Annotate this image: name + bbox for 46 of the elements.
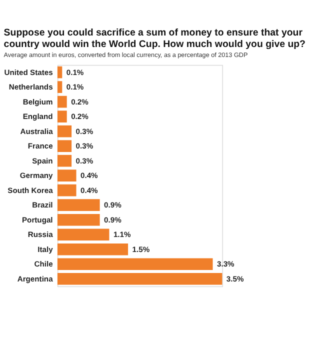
bar: [57, 125, 72, 138]
data-label: 0.9%: [104, 215, 122, 224]
bar: [57, 243, 128, 256]
data-label: 1.1%: [113, 230, 131, 240]
y-tick-label: Argentina: [17, 274, 54, 284]
y-tick-label: South Korea: [8, 186, 54, 195]
data-label: 0.2%: [71, 112, 89, 122]
bar: [57, 81, 62, 93]
data-label: 0.1%: [66, 68, 84, 77]
bar: [57, 140, 72, 152]
y-tick-label: Russia: [28, 230, 54, 240]
y-tick-label: Spain: [32, 156, 54, 166]
y-tick-label: Netherlands: [8, 82, 53, 92]
data-label: 0.3%: [76, 142, 94, 151]
data-label: 3.3%: [216, 260, 235, 269]
bar: [57, 272, 222, 285]
data-label: 0.3%: [76, 156, 94, 166]
data-label: 0.3%: [76, 126, 94, 136]
bar: [57, 66, 62, 78]
data-label: 1.5%: [132, 244, 150, 254]
data-label: 0.4%: [80, 171, 98, 180]
y-tick-label: Brazil: [32, 200, 53, 210]
chart-title: Suppose you could sacrifice a sum of money to ensure that your country would win the World Cup. How much would you give up?: [4, 27, 306, 50]
y-tick-label: Portugal: [22, 215, 53, 224]
y-tick-label: Belgium: [22, 97, 54, 106]
bar: [57, 214, 100, 226]
y-tick-label: Italy: [38, 244, 54, 254]
data-label: 0.1%: [66, 82, 84, 92]
data-label: 0.4%: [80, 186, 98, 195]
data-label: 3.5%: [226, 274, 244, 284]
bar: [57, 110, 67, 122]
y-tick-label: France: [28, 142, 53, 151]
bar: [57, 228, 110, 241]
y-tick-label: Chile: [34, 260, 53, 269]
y-tick-label: Germany: [20, 171, 54, 180]
bar: [57, 154, 72, 167]
bar: [57, 96, 67, 108]
bar: [57, 199, 100, 212]
bar: [57, 170, 76, 182]
data-label: 0.2%: [71, 97, 89, 106]
y-tick-label: England: [22, 112, 54, 122]
bar: [57, 184, 76, 196]
y-tick-label: United States: [4, 68, 53, 77]
bar: [57, 258, 213, 270]
y-tick-label: Australia: [20, 126, 54, 136]
data-label: 0.9%: [104, 200, 122, 210]
